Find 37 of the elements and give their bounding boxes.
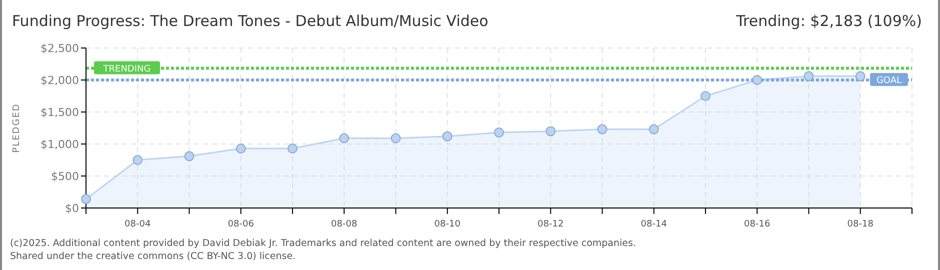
point [390, 133, 401, 144]
chart-title: Funding Progress: The Dream Tones - Debut Album/Music Video [12, 12, 488, 30]
y-tick-label: $2,500 [40, 42, 79, 55]
point [442, 131, 452, 142]
y-axis-title: PLEDGED [12, 103, 22, 153]
x-tick-label: 08-16 [744, 219, 770, 230]
point [648, 124, 659, 134]
point [700, 91, 710, 101]
x-tick-label: 08-06 [228, 219, 254, 230]
point [752, 75, 762, 85]
x-tick-label: 08-10 [434, 219, 461, 230]
point [855, 71, 866, 82]
x-tick-label: 08-14 [640, 219, 668, 230]
point [81, 194, 91, 204]
y-tick-label: $1,000 [40, 138, 79, 151]
point [132, 155, 143, 165]
point [184, 151, 194, 162]
point [339, 133, 350, 144]
text: Shared under the creative commons (CC BY-NC 3.0) license. [10, 251, 296, 262]
x-tick-label: 08-04 [124, 219, 151, 230]
point [546, 126, 556, 136]
ref-line-label: GOAL [876, 76, 902, 86]
point [804, 71, 814, 82]
point [597, 124, 608, 134]
x-tick-label: 08-12 [538, 219, 564, 230]
point [236, 143, 246, 154]
point [288, 143, 298, 154]
text: (c)2025. Additional content provided by David Debiak Jr. Trademarks and related content are owned by their respective companies. [10, 238, 636, 249]
y-tick-label: $500 [51, 170, 79, 183]
ref-line-label: TRENDING [102, 64, 151, 74]
y-tick-label: $1,500 [40, 106, 79, 119]
x-tick-label: 08-08 [331, 219, 358, 230]
y-tick-label: $2,000 [40, 74, 79, 87]
chart-subtitle: Trending: $2,183 (109%) [736, 12, 922, 30]
x-tick-label: 08-18 [847, 219, 874, 230]
point [494, 127, 504, 138]
y-tick-label: $0 [65, 202, 79, 215]
